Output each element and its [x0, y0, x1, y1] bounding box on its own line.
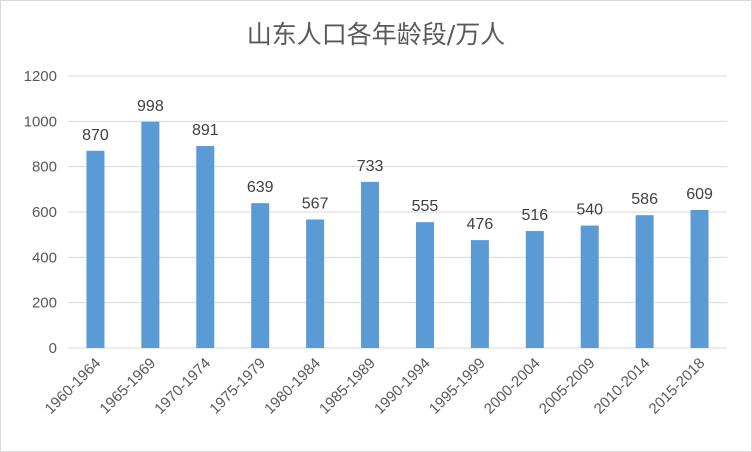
y-tick-label: 200 — [32, 295, 57, 312]
y-tick-label: 600 — [32, 204, 57, 221]
x-category-label-2010-2014: 2010-2014 — [591, 355, 654, 418]
y-tick-label: 0 — [49, 340, 57, 357]
bar-2000-2004 — [525, 231, 544, 348]
bar-1990-1994 — [415, 222, 434, 348]
y-tick-label: 400 — [32, 249, 57, 266]
data-label-1980-1984: 567 — [302, 195, 329, 212]
bar-1995-1999 — [470, 240, 489, 348]
data-label-1960-1964: 870 — [82, 127, 109, 144]
data-label-1975-1979: 639 — [247, 179, 274, 196]
x-category-label-1990-1994: 1990-1994 — [371, 355, 434, 418]
x-category-label-1975-1979: 1975-1979 — [206, 355, 269, 418]
data-label-2005-2009: 540 — [576, 202, 603, 219]
y-tick-label: 1200 — [24, 68, 57, 85]
data-label-2000-2004: 516 — [521, 207, 548, 224]
y-tick-label: 1000 — [24, 113, 57, 130]
bar-1975-1979 — [251, 203, 270, 348]
data-label-1985-1989: 733 — [357, 158, 384, 175]
x-category-label-1960-1964: 1960-1964 — [42, 355, 105, 418]
x-category-label-1995-1999: 1995-1999 — [426, 355, 489, 418]
x-category-label-2015-2018: 2015-2018 — [646, 355, 709, 418]
chart-title: 山东人口各年龄段/万人 — [246, 20, 506, 49]
x-category-label-1970-1974: 1970-1974 — [151, 355, 214, 418]
bar-1970-1974 — [196, 146, 215, 348]
data-label-1970-1974: 891 — [192, 122, 219, 139]
bar-1980-1984 — [306, 219, 325, 348]
grid-lines — [68, 75, 727, 349]
x-axis-category-labels: 1960-19641965-19691970-19741975-19791980… — [42, 355, 709, 418]
data-label-2010-2014: 586 — [631, 191, 658, 208]
x-category-label-2000-2004: 2000-2004 — [481, 355, 544, 418]
bar-2005-2009 — [580, 225, 599, 348]
data-label-1995-1999: 476 — [467, 216, 494, 233]
bar-2010-2014 — [635, 215, 654, 348]
data-label-2015-2018: 609 — [686, 186, 713, 203]
data-label-1965-1969: 998 — [137, 98, 164, 115]
y-tick-label: 800 — [32, 159, 57, 176]
x-category-label-1965-1969: 1965-1969 — [96, 355, 159, 418]
data-label-1990-1994: 555 — [412, 198, 439, 215]
x-category-label-2005-2009: 2005-2009 — [536, 355, 599, 418]
x-category-label-1985-1989: 1985-1989 — [316, 355, 379, 418]
bar-2015-2018 — [690, 209, 709, 348]
bar-1960-1964 — [86, 150, 105, 348]
x-category-label-1980-1984: 1980-1984 — [261, 355, 324, 418]
bar-1965-1969 — [141, 121, 160, 348]
bar-1985-1989 — [361, 181, 380, 348]
data-labels: 870 998 891 639 567 733 555 476 516 540 586 609 — [82, 98, 713, 233]
y-axis-tick-labels: 0 200 400 600 800 1000 1200 — [24, 68, 57, 357]
bars — [86, 121, 709, 348]
